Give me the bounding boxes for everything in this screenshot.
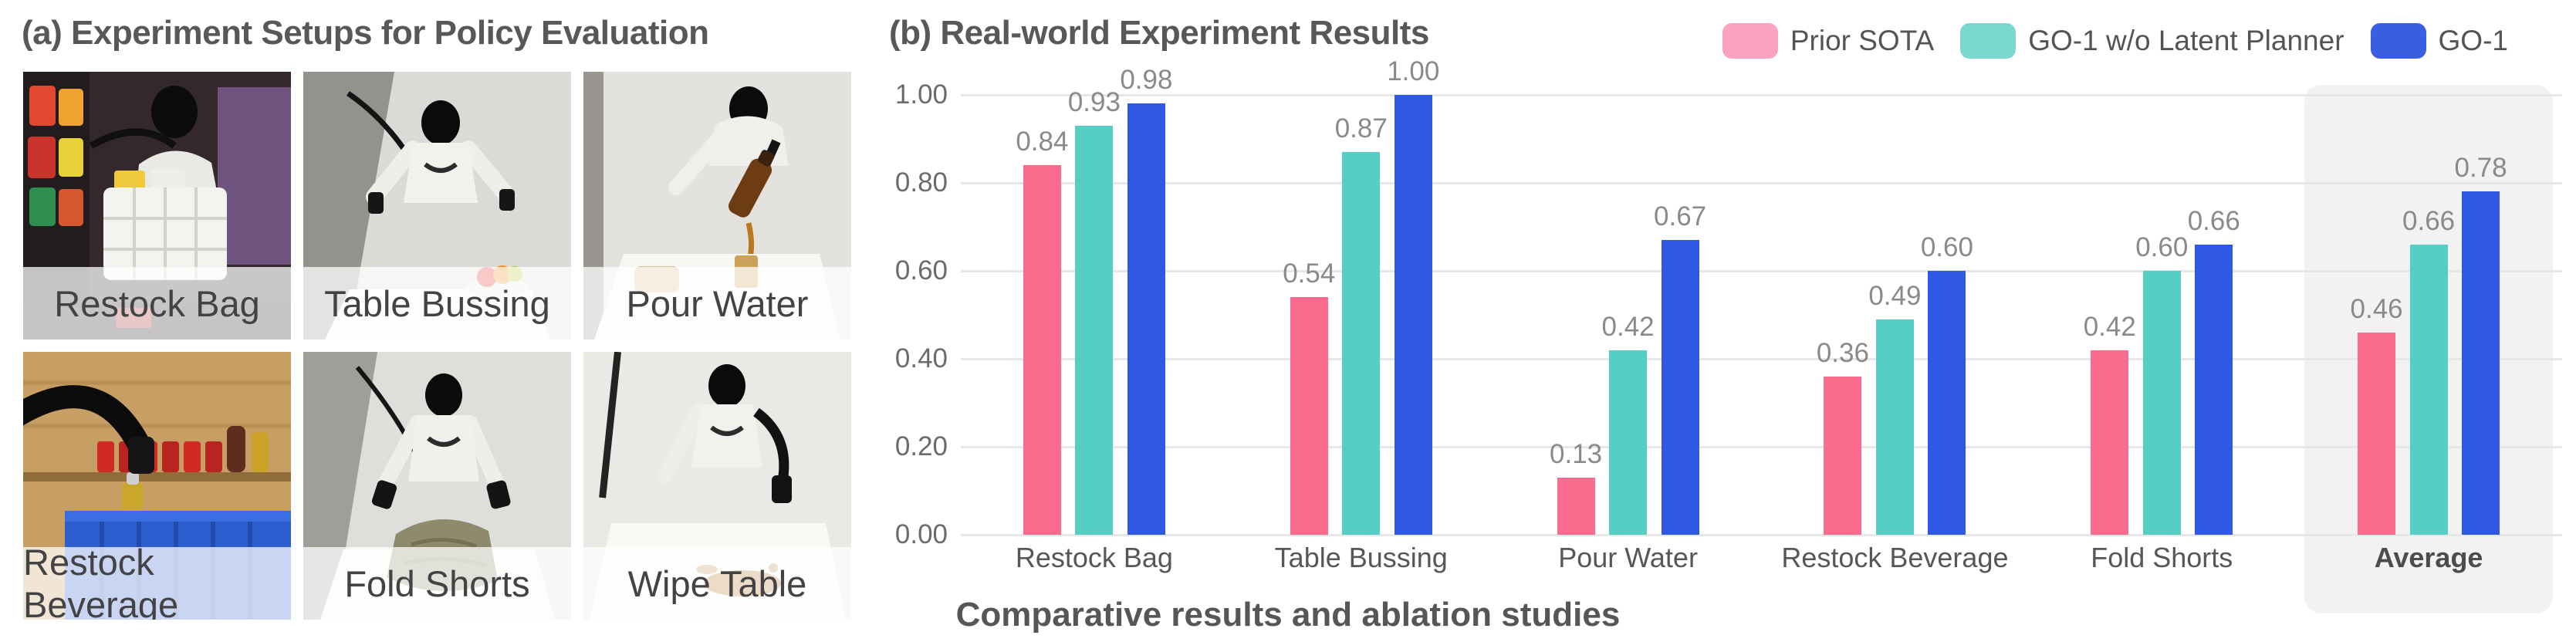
bar-value-label: 0.87 — [1334, 113, 1388, 144]
bar-value-label: 0.66 — [2402, 205, 2456, 236]
bar — [1075, 125, 1114, 535]
bar-value-label: 0.42 — [1601, 311, 1655, 342]
panel-b-title: (b) Real-world Experiment Results — [889, 14, 1429, 52]
y-tick-label: 0.40 — [894, 343, 948, 373]
photo-restock-bag: Restock Bag — [23, 72, 291, 340]
grid-line — [961, 533, 2562, 536]
bar — [1023, 165, 1061, 535]
legend-item: Prior SOTA — [1722, 23, 1934, 59]
bar — [1875, 319, 1914, 535]
legend-label: GO-1 — [2438, 25, 2508, 56]
legend-swatch — [1960, 23, 2017, 59]
photo-label-fold-shorts: Fold Shorts — [303, 547, 571, 620]
grid-line — [961, 181, 2562, 184]
y-tick-label: 1.00 — [894, 79, 948, 110]
bar — [2409, 244, 2448, 535]
photo-label-restock-beverage: Restock Beverage — [23, 542, 291, 620]
bar-value-label: 0.78 — [2454, 153, 2507, 184]
legend-item: GO-1 — [2370, 23, 2508, 59]
bar-value-label: 0.36 — [1816, 337, 1869, 368]
grid-line — [961, 269, 2562, 272]
experiment-photo-grid: Restock Bag Table Bussing — [23, 72, 851, 620]
x-category-label: Table Bussing — [1274, 542, 1448, 573]
bar — [1342, 152, 1381, 535]
figure-caption: Comparative results and ablation studies — [955, 596, 1621, 634]
y-tick-label: 0.20 — [894, 431, 948, 461]
panel-a-title: (a) Experiment Setups for Policy Evaluat… — [22, 14, 709, 52]
bar-value-label: 0.93 — [1067, 86, 1121, 117]
bar-value-label: 0.60 — [2135, 232, 2189, 262]
legend-item: GO-1 w/o Latent Planner — [1960, 23, 2344, 59]
x-category-label: Fold Shorts — [2091, 542, 2233, 573]
photo-table-bussing: Table Bussing — [303, 72, 571, 340]
y-tick-label: 0.80 — [894, 167, 948, 198]
x-category-label: Average — [2374, 542, 2483, 573]
x-category-label: Restock Bag — [1015, 542, 1173, 573]
legend-label: Prior SOTA — [1790, 25, 1935, 56]
photo-label-restock-bag: Restock Bag — [23, 267, 291, 340]
bar — [1609, 350, 1648, 535]
bar — [1661, 240, 1699, 535]
bar — [1127, 103, 1165, 535]
legend-swatch — [1722, 23, 1778, 59]
photo-restock-beverage: Restock Beverage — [23, 352, 291, 620]
photo-label-table-bussing: Table Bussing — [303, 267, 571, 340]
bar-value-label: 0.67 — [1654, 201, 1707, 232]
y-tick-label: 0.00 — [894, 519, 948, 549]
x-category-label: Restock Beverage — [1781, 542, 2009, 573]
bar — [2142, 271, 2181, 535]
bar-value-label: 0.66 — [2187, 205, 2240, 236]
bar-value-label: 0.42 — [2083, 311, 2136, 342]
x-category-label: Pour Water — [1558, 542, 1698, 573]
bar — [2462, 191, 2500, 535]
photo-label-pour-water: Pour Water — [583, 267, 851, 340]
bar — [1394, 95, 1432, 535]
bar-value-label: 0.13 — [1550, 438, 1603, 469]
bar — [2195, 244, 2233, 535]
grid-line — [961, 445, 2562, 448]
photo-label-wipe-table: Wipe Table — [583, 547, 851, 620]
chart-legend: Prior SOTA GO-1 w/o Latent Planner GO-1 — [1722, 23, 2508, 59]
photo-pour-water: Pour Water — [583, 72, 851, 340]
bar — [1557, 477, 1595, 535]
bar-value-label: 0.98 — [1120, 65, 1173, 96]
grid-line — [961, 93, 2562, 96]
bar-value-label: 0.49 — [1868, 280, 1922, 311]
photo-fold-shorts: Fold Shorts — [303, 352, 571, 620]
bar — [2091, 350, 2129, 535]
bar-value-label: 1.00 — [1387, 56, 1440, 86]
legend-swatch — [2370, 23, 2426, 59]
bar-value-label: 0.84 — [1016, 127, 1069, 157]
y-tick-label: 0.60 — [894, 255, 948, 286]
bar-value-label: 0.60 — [1920, 232, 1973, 262]
bar — [1824, 376, 1862, 535]
bar — [2358, 332, 2396, 535]
bar — [1928, 271, 1966, 535]
bar-value-label: 0.46 — [2350, 293, 2403, 324]
bar — [1290, 297, 1328, 535]
bar-value-label: 0.54 — [1283, 258, 1336, 289]
grid-line — [961, 357, 2562, 360]
legend-label: GO-1 w/o Latent Planner — [2028, 25, 2344, 56]
photo-wipe-table: Wipe Table — [583, 352, 851, 620]
